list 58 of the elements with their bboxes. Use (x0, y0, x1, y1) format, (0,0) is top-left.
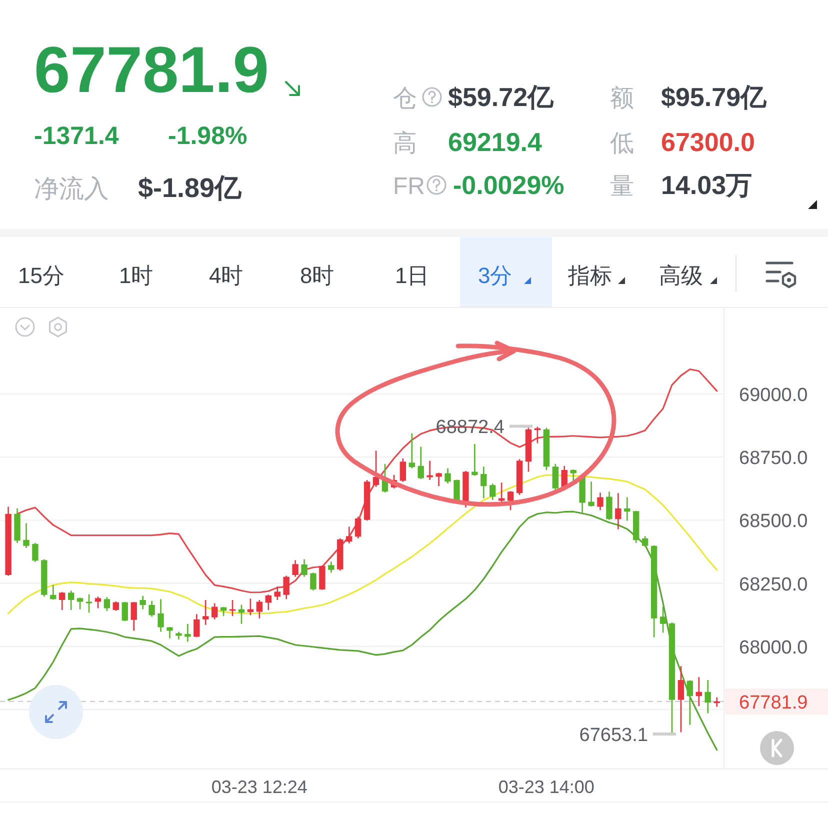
y-tick-label: 68500.0 (739, 511, 808, 532)
candlestick (426, 460, 433, 480)
candlestick (408, 433, 415, 468)
text: 仓 (393, 85, 417, 112)
text: 3分 (478, 263, 512, 288)
text: 1日 (395, 263, 430, 288)
candlestick (328, 562, 334, 573)
text: $59.72亿 (448, 82, 555, 112)
candlestick (436, 472, 442, 486)
text: $95.79亿 (661, 82, 768, 112)
text: 高 (393, 130, 417, 157)
text: 15分 (18, 263, 64, 288)
text: 低 (610, 130, 634, 157)
text: 高级 (659, 263, 703, 288)
candlestick (597, 492, 604, 510)
candlestick (624, 497, 630, 521)
candlestick (292, 560, 298, 577)
text: 1时 (119, 263, 154, 288)
line-series (16, 368, 718, 594)
text: -0.0029% (453, 170, 564, 200)
text: 8时 (300, 263, 334, 288)
candlestick (158, 599, 164, 632)
y-tick-label: 68000.0 (739, 637, 808, 658)
candlestick (588, 482, 594, 507)
text: 净流入 (34, 175, 109, 203)
candlestick (472, 444, 478, 476)
text: 指标 (567, 263, 612, 288)
candlestick (166, 626, 173, 638)
text: FR (393, 173, 425, 200)
text: -1.98% (168, 122, 248, 150)
x-tick-label: 03-23 14:00 (498, 777, 594, 797)
text: 量 (610, 173, 634, 200)
text: 4时 (209, 263, 244, 288)
text: $-1.89亿 (138, 173, 243, 203)
candlestick (696, 677, 702, 706)
text: 14.03万 (661, 170, 752, 200)
ref-line-label: 67781.9 (739, 692, 808, 714)
x-tick-label: 03-23 12:24 (211, 777, 308, 797)
candlestick (176, 632, 182, 640)
line-series (8, 474, 718, 614)
candlestick (202, 600, 209, 625)
annotation: 67653.1 (579, 724, 648, 746)
text: 67300.0 (661, 127, 755, 157)
candlestick (444, 468, 451, 484)
line-series (8, 510, 718, 751)
candlestick (140, 596, 146, 610)
candlestick (714, 697, 720, 707)
text: 额 (610, 85, 634, 112)
y-tick-label: 68250.0 (739, 574, 808, 596)
y-tick-label: 68750.0 (739, 448, 808, 470)
text: 69219.4 (448, 127, 543, 157)
candlestick (23, 523, 30, 548)
candlestick (615, 493, 622, 530)
candlestick (346, 526, 352, 544)
y-tick-label: 69000.0 (739, 384, 808, 406)
text: 67781.9 (34, 33, 269, 106)
candlestick (184, 624, 191, 642)
text: -1371.4 (34, 122, 119, 150)
